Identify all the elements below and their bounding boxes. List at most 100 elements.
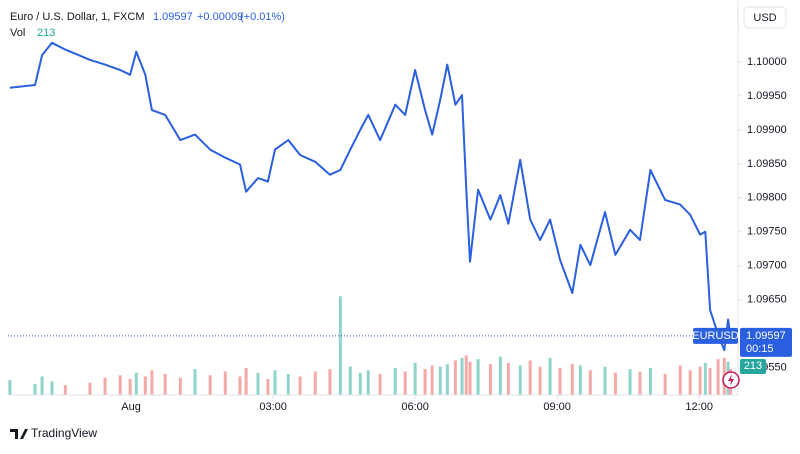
volume-bar — [118, 375, 122, 395]
y-tick-label: 1.10000 — [747, 56, 787, 68]
volume-bar — [488, 364, 492, 395]
volume-bar — [430, 365, 434, 395]
volume-bar — [103, 377, 107, 395]
volume-bar — [578, 365, 582, 395]
volume-bar — [698, 366, 702, 395]
volume-bar — [413, 362, 417, 395]
volume-bar — [348, 366, 352, 395]
x-tick-label: 03:00 — [259, 401, 287, 413]
symbol-tag: EURUSD — [692, 330, 739, 342]
x-tick-label: 06:00 — [401, 401, 429, 413]
volume-bar — [238, 376, 242, 395]
line-layer — [9, 41, 732, 352]
volume-bar — [648, 367, 652, 395]
volume-bar — [716, 359, 720, 395]
header-change-pct: (+0.01%) — [240, 11, 285, 23]
volume-bar — [498, 356, 502, 395]
volume-bar — [570, 364, 574, 395]
volume-bar — [40, 376, 44, 395]
y-tick-label: 1.09750 — [747, 226, 787, 238]
price-tag-box — [740, 327, 792, 357]
volume-bar — [63, 385, 67, 395]
volume-bar — [453, 360, 457, 395]
volume-bar — [338, 296, 342, 395]
volume-bar — [663, 374, 667, 395]
volume-bar — [286, 374, 290, 395]
price-line — [9, 41, 732, 352]
volume-bar — [708, 367, 712, 395]
volume-bar — [378, 374, 382, 395]
volume-bar — [678, 365, 682, 395]
y-tick-label: 1.09850 — [747, 158, 787, 170]
volume-bar — [688, 370, 692, 395]
volume-bar — [150, 370, 154, 395]
volume-bar — [613, 372, 617, 395]
volume-bar — [143, 376, 147, 395]
volume-bar — [558, 367, 562, 395]
volume-bar — [588, 370, 592, 395]
volume-bar — [208, 375, 212, 395]
x-tick-label: 12:00 — [685, 401, 713, 413]
volume-bar — [423, 369, 427, 395]
volume-bar — [88, 382, 92, 395]
symbol-tag-box — [693, 327, 738, 344]
volume-bar — [256, 372, 260, 395]
volume-bar — [628, 369, 632, 395]
volume-bar — [445, 364, 449, 395]
countdown: 00:15 — [746, 343, 774, 355]
x-tick-label: 09:00 — [543, 401, 571, 413]
volume-bar — [464, 355, 468, 395]
volume-bar — [518, 365, 522, 395]
chart-title: Euro / U.S. Dollar, 1, FXCM — [10, 11, 144, 23]
volume-bar — [33, 383, 37, 395]
logo: TradingView — [10, 426, 97, 440]
alert-bolt — [728, 374, 734, 386]
volume-bar — [223, 371, 227, 395]
volume-bar — [134, 372, 138, 395]
currency-button[interactable] — [743, 6, 787, 29]
header-change: +0.00009 — [197, 11, 243, 23]
volume-layer — [8, 296, 732, 395]
price-tag: 1.09597 — [746, 330, 786, 342]
y-tick-label: 1.09700 — [747, 260, 787, 272]
volume-bar — [328, 369, 332, 395]
volume-bar — [366, 370, 370, 395]
currency-label[interactable]: USD — [753, 12, 776, 24]
header-volume: 213 — [37, 27, 55, 39]
y-tick-label: 1.09950 — [747, 90, 787, 102]
y-tick-label: 1.09900 — [747, 124, 787, 136]
volume-bar — [548, 357, 552, 395]
volume-title: Vol — [10, 27, 25, 39]
volume-tag: 213 — [744, 360, 762, 372]
volume-bar — [528, 360, 532, 395]
volume-bar — [193, 369, 197, 395]
volume-bar — [460, 357, 464, 395]
volume-bar — [603, 366, 607, 395]
volume-bar — [244, 367, 248, 395]
volume-bar — [403, 371, 407, 395]
volume-bar — [393, 367, 397, 395]
volume-bar — [313, 371, 317, 395]
volume-tag-box — [740, 359, 766, 374]
brand: TradingView — [31, 426, 97, 440]
volume-bar — [128, 378, 132, 395]
volume-bar — [358, 372, 362, 395]
volume-bar — [178, 377, 182, 395]
y-tick-label: 1.09800 — [747, 192, 787, 204]
volume-bar — [638, 371, 642, 395]
volume-bar — [273, 370, 277, 395]
volume-bar — [266, 378, 270, 395]
volume-bar — [50, 381, 54, 395]
volume-bar — [506, 362, 510, 395]
volume-bar — [538, 366, 542, 395]
header-price: 1.09597 — [153, 11, 193, 23]
logo-icon — [10, 429, 28, 439]
volume-bar — [8, 380, 12, 395]
volume-bar — [703, 362, 707, 395]
volume-bar — [438, 366, 442, 395]
volume-bar — [476, 359, 480, 395]
x-tick-label: Aug — [121, 401, 141, 413]
y-tick-label: 1.09650 — [747, 294, 787, 306]
